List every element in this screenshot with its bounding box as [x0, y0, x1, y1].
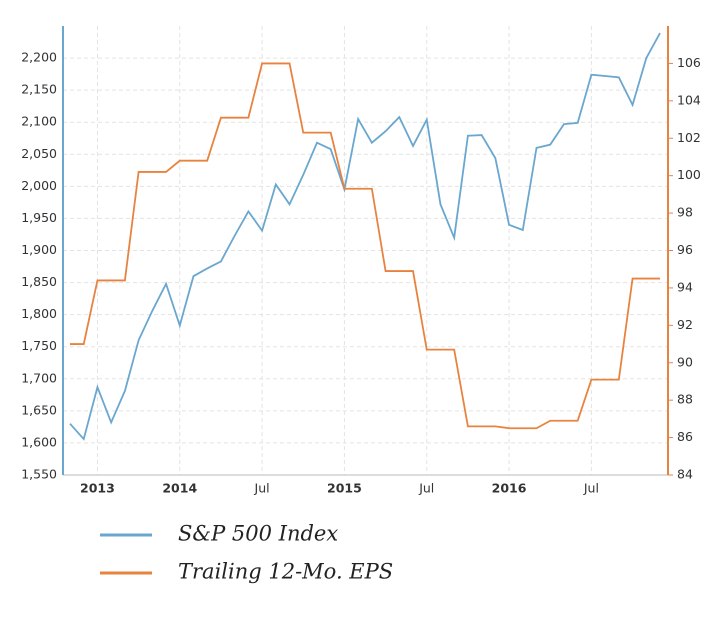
- series-line: [69, 32, 661, 441]
- x-tick-label: 2013: [80, 481, 115, 496]
- y2-tick-label: 94: [677, 279, 693, 294]
- legend-label: Trailing 12-Mo. EPS: [178, 560, 393, 584]
- y-tick-label: 1,900: [21, 242, 57, 257]
- y-tick-label: 1,850: [21, 274, 57, 289]
- x-tick-label: Jul: [418, 481, 434, 496]
- y2-tick-label: 98: [677, 205, 693, 220]
- y2-tick-label: 106: [677, 55, 701, 70]
- x-tick-label: Jul: [254, 481, 270, 496]
- y-tick-label: 1,950: [21, 210, 57, 225]
- y-tick-label: 2,000: [21, 178, 57, 193]
- y2-tick-label: 104: [677, 92, 701, 107]
- y-tick-label: 2,100: [21, 114, 57, 129]
- x-tick-label: 2016: [492, 481, 527, 496]
- y-tick-label: 2,200: [21, 50, 57, 65]
- y-tick-label: 1,600: [21, 434, 57, 449]
- y2-tick-label: 84: [677, 467, 693, 482]
- y2-tick-label: 102: [677, 130, 701, 145]
- y-tick-label: 2,150: [21, 82, 57, 97]
- x-tick-label: Jul: [583, 481, 599, 496]
- y-tick-label: 1,650: [21, 402, 57, 417]
- y2-tick-label: 90: [677, 354, 693, 369]
- legend-label: S&P 500 Index: [178, 522, 338, 546]
- y2-tick-label: 88: [677, 392, 693, 407]
- y2-tick-label: 100: [677, 167, 701, 182]
- y2-tick-label: 86: [677, 429, 693, 444]
- x-tick-label: 2015: [327, 481, 362, 496]
- y-tick-label: 1,800: [21, 306, 57, 321]
- x-tick-label: 2014: [162, 481, 197, 496]
- y2-tick-label: 92: [677, 317, 693, 332]
- y-tick-label: 1,700: [21, 370, 57, 385]
- y-tick-label: 1,750: [21, 338, 57, 353]
- y2-tick-label: 96: [677, 242, 693, 257]
- y-tick-label: 2,050: [21, 146, 57, 161]
- y-tick-label: 1,550: [21, 467, 57, 482]
- series-line: [70, 62, 660, 430]
